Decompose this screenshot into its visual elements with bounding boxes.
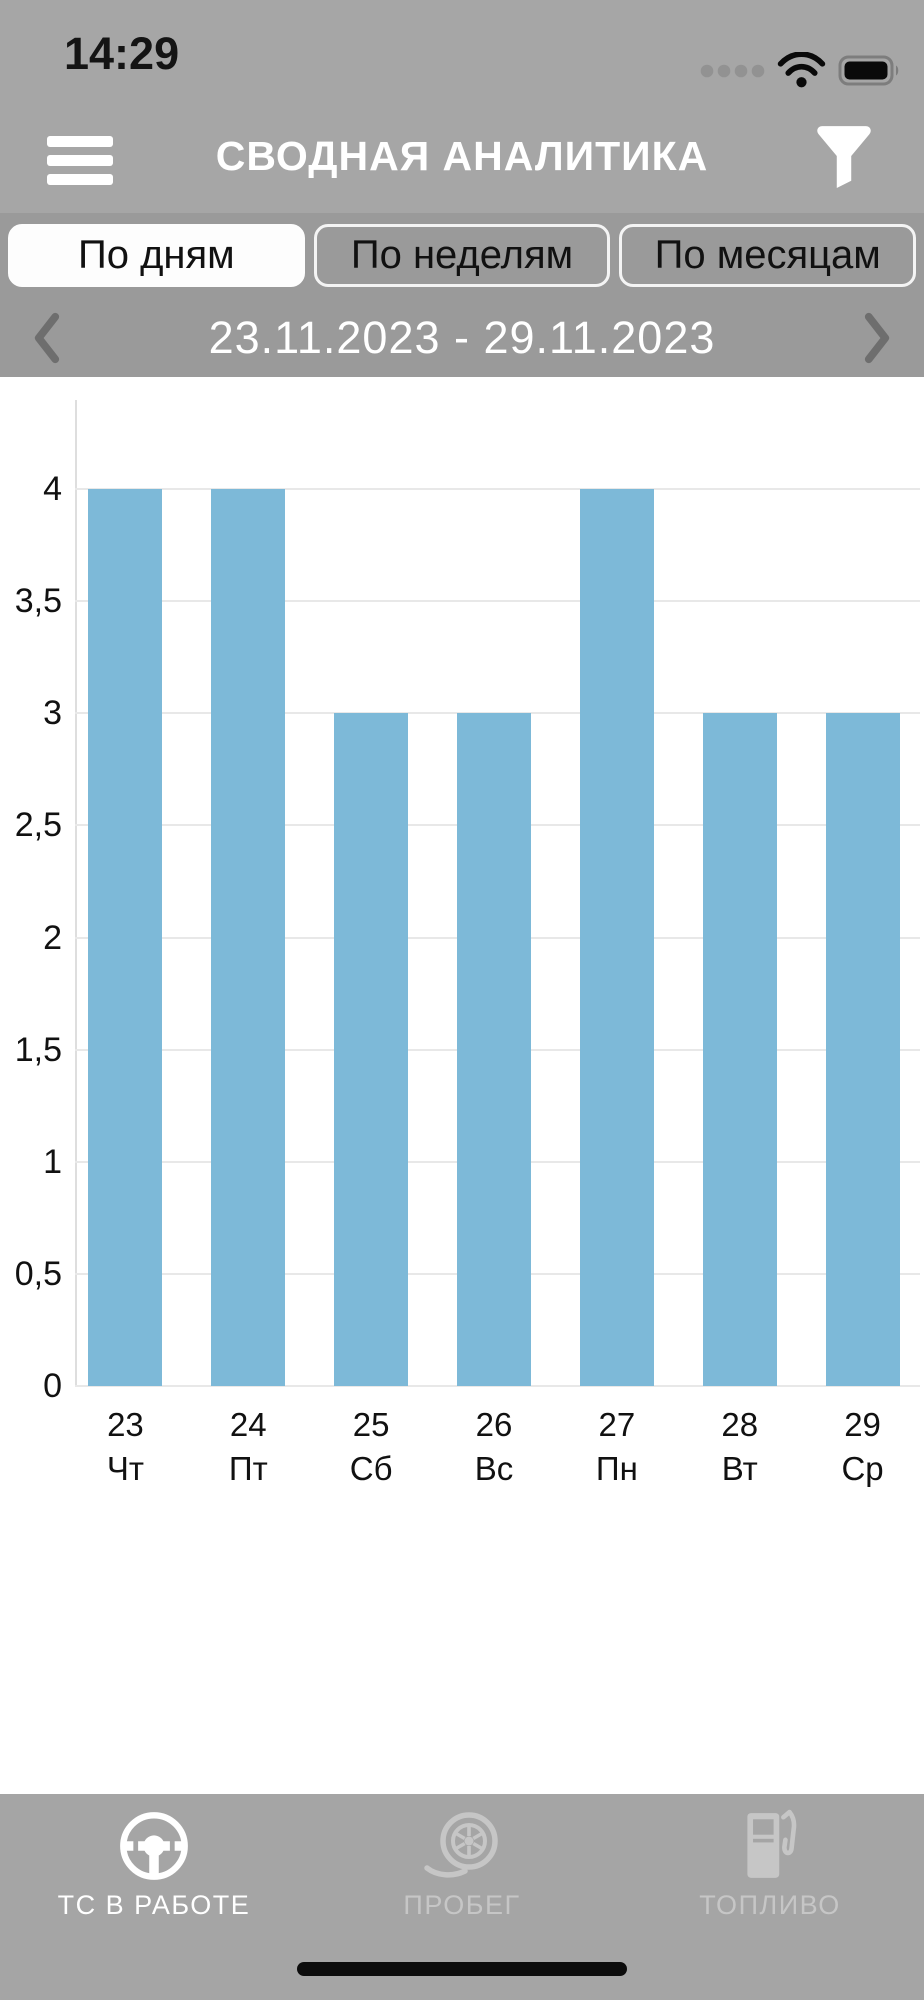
y-axis-tick-label: 1 <box>43 1142 62 1181</box>
menu-icon[interactable] <box>47 136 113 185</box>
y-axis-tick-label: 0 <box>43 1367 62 1405</box>
y-axis-tick-label: 0,5 <box>14 1254 62 1293</box>
chart-bar <box>457 713 531 1386</box>
navigation-bar: СВОДНАЯ АНАЛИТИКА <box>0 100 924 213</box>
tab-vehicles-in-work[interactable]: ТС В РАБОТЕ <box>0 1794 308 2000</box>
tab-mileage[interactable]: ПРОБЕГ <box>308 1794 616 2000</box>
tab-fuel[interactable]: ТОПЛИВО <box>616 1794 924 2000</box>
y-axis-tick-label: 2,5 <box>14 806 62 845</box>
date-navigation: 23.11.2023 - 29.11.2023 <box>0 299 924 377</box>
chart-bar <box>579 489 654 1386</box>
battery-icon <box>838 55 899 86</box>
controls-zone: По дням По неделям По месяцам 23.11.2023… <box>0 213 924 377</box>
x-axis-tick-label: 28 Вт <box>721 1406 759 1487</box>
x-axis-tick-label: 27 Пн <box>595 1406 638 1487</box>
chart-bar <box>825 713 900 1386</box>
x-axis-tick-label: 26 Вс <box>474 1406 514 1487</box>
fuel-pump-icon <box>737 1806 803 1886</box>
tab-by-weeks[interactable]: По неделям <box>313 224 611 287</box>
chart-bar <box>211 489 286 1386</box>
y-axis-tick-label: 2 <box>43 918 62 957</box>
tab-label: ТОПЛИВО <box>699 1890 841 1920</box>
bottom-tab-bar: ТС В РАБОТЕ ПРОБЕГ <box>0 1794 924 2000</box>
wifi-icon <box>777 52 826 88</box>
chevron-left-icon[interactable] <box>30 312 64 364</box>
filter-icon[interactable] <box>814 124 874 190</box>
chart-bar <box>88 489 163 1386</box>
x-axis-tick-label: 29 Ср <box>841 1406 884 1487</box>
header-zone: 14:29 СВОДНАЯ АНАЛИТИКА <box>0 0 924 213</box>
chart-plot: 0 0,5 1 1,5 2 2,5 3 3,5 4 23 Чт 24 Пт 25 Сб 26 Вс 27 Пн 28 В… <box>0 377 924 1794</box>
y-axis-tick-label: 3 <box>43 694 62 733</box>
x-axis-tick-label: 24 Пт <box>228 1406 268 1487</box>
chart-bar <box>334 713 409 1386</box>
steering-wheel-icon <box>118 1806 190 1886</box>
period-segmented-control: По дням По неделям По месяцам <box>8 224 917 287</box>
tire-icon <box>423 1806 501 1886</box>
tab-label: ПРОБЕГ <box>403 1890 521 1920</box>
date-range-label: 23.11.2023 - 29.11.2023 <box>208 312 716 363</box>
x-axis-tick-label: 23 Чт <box>106 1406 144 1487</box>
gridline <box>75 488 920 490</box>
status-icons <box>699 52 902 89</box>
chart-bar <box>702 713 777 1386</box>
page-title: СВОДНАЯ АНАЛИТИКА <box>215 133 709 179</box>
status-time: 14:29 <box>64 28 180 79</box>
chevron-right-icon[interactable] <box>860 312 894 364</box>
home-indicator[interactable] <box>297 1962 627 1976</box>
tab-by-days[interactable]: По дням <box>8 224 305 287</box>
gridline <box>75 1385 920 1387</box>
y-axis-line <box>75 400 77 1386</box>
y-axis-tick-label: 3,5 <box>14 582 62 621</box>
y-axis-tick-label: 4 <box>43 470 62 508</box>
y-axis-tick-label: 1,5 <box>14 1030 62 1069</box>
cellular-signal-icon <box>700 64 765 77</box>
gridline <box>75 600 920 603</box>
tab-by-months[interactable]: По месяцам <box>619 224 917 287</box>
x-axis-tick-label: 25 Сб <box>349 1406 393 1487</box>
tab-label: ТС В РАБОТЕ <box>57 1890 251 1920</box>
